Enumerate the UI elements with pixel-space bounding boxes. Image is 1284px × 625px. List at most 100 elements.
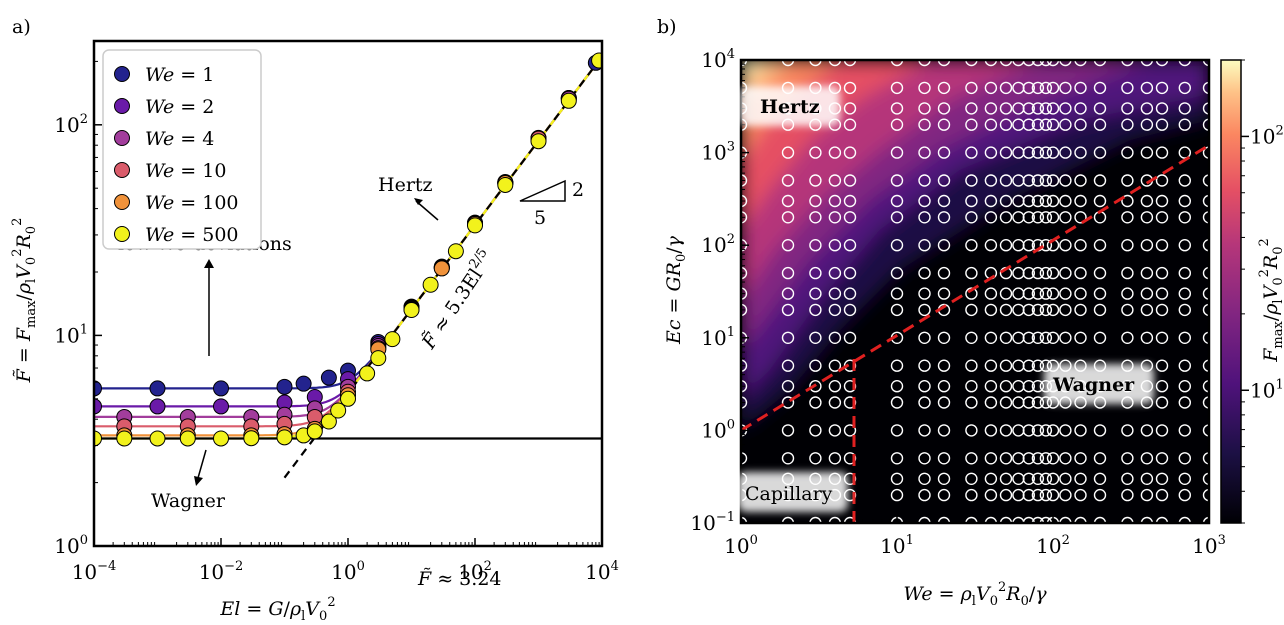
- simulation-point: [1121, 81, 1134, 95]
- simulation-point: [918, 424, 931, 437]
- region-capillary: Capillary: [738, 472, 848, 512]
- simulation-point: [843, 516, 857, 523]
- simulation-point: [1022, 396, 1036, 409]
- simulation-point: [937, 472, 951, 485]
- simulation-point: [1059, 102, 1072, 115]
- data-point-series-2: [213, 398, 229, 415]
- simulation-point: [937, 488, 951, 502]
- simulation-point: [1140, 60, 1154, 67]
- simulation-point: [1046, 303, 1060, 317]
- simulation-point: [1059, 516, 1072, 523]
- simulation-point: [741, 396, 748, 409]
- simulation-point: [1039, 118, 1053, 131]
- simulation-point: [1046, 266, 1060, 280]
- simulation-point: [1059, 118, 1072, 131]
- simulation-point: [809, 287, 822, 300]
- simulation-point: [890, 194, 904, 208]
- simulation-point: [741, 287, 748, 300]
- simulation-point: [984, 303, 998, 317]
- x-tick-label-a-3: 102: [458, 559, 492, 584]
- simulation-point: [937, 331, 951, 344]
- simulation-point: [781, 380, 795, 393]
- simulation-point: [1046, 118, 1060, 131]
- simulation-point: [937, 211, 951, 224]
- panel-a-plot-area: [94, 52, 602, 479]
- simulation-point: [1093, 81, 1107, 95]
- simulation-point: [1140, 424, 1154, 437]
- simulation-point: [937, 424, 951, 437]
- simulation-point: [999, 194, 1013, 208]
- simulation-point: [1031, 194, 1045, 208]
- simulation-point: [1155, 238, 1169, 252]
- simulation-point: [828, 303, 842, 317]
- simulation-point: [965, 452, 978, 465]
- simulation-point: [1178, 287, 1192, 300]
- simulation-point: [1074, 488, 1087, 502]
- simulation-point: [1074, 211, 1087, 224]
- simulation-point: [828, 452, 842, 465]
- colorbar-tick-label-1: 102: [1250, 123, 1284, 148]
- simulation-point: [1074, 472, 1087, 485]
- simulation-point: [1074, 60, 1087, 67]
- simulation-point: [1022, 81, 1036, 95]
- simulation-point: [843, 424, 857, 437]
- data-point-series-6: [403, 302, 420, 319]
- simulation-point: [1202, 488, 1209, 502]
- simulation-point: [937, 60, 951, 67]
- simulation-point: [1202, 359, 1209, 372]
- x-tick-label-a-0: 10−4: [72, 559, 117, 584]
- simulation-point: [1121, 211, 1134, 224]
- simulation-point: [741, 303, 748, 317]
- data-point-series-6: [243, 430, 260, 447]
- simulation-point: [890, 60, 904, 67]
- simulation-point: [965, 146, 978, 159]
- simulation-point: [1074, 146, 1087, 159]
- simulation-point: [999, 102, 1013, 115]
- simulation-point: [1039, 238, 1053, 252]
- simulation-point: [1093, 424, 1107, 437]
- simulation-point: [828, 146, 842, 159]
- region-hertz: Hertz: [740, 86, 840, 126]
- simulation-point: [999, 118, 1013, 131]
- simulation-point: [828, 396, 842, 409]
- data-point-series-6: [370, 350, 387, 367]
- simulation-point: [1039, 60, 1053, 67]
- simulation-point: [965, 424, 978, 437]
- colorbar: [1220, 59, 1242, 524]
- simulation-point: [1059, 194, 1072, 208]
- simulation-point: [1121, 266, 1134, 280]
- simulation-point: [1155, 452, 1169, 465]
- simulation-point: [1031, 380, 1045, 393]
- data-point-series-6: [276, 429, 293, 446]
- simulation-point: [984, 380, 998, 393]
- simulation-point: [1031, 359, 1045, 372]
- simulation-point: [809, 452, 822, 465]
- simulation-point: [1022, 331, 1036, 344]
- simulation-point: [1155, 287, 1169, 300]
- simulation-point: [890, 424, 904, 437]
- simulation-point: [1059, 174, 1072, 187]
- x-tick-label-a-1: 10−2: [199, 559, 244, 584]
- simulation-point: [965, 488, 978, 502]
- simulation-point: [1093, 118, 1107, 131]
- simulation-point: [1121, 424, 1134, 437]
- simulation-point: [918, 396, 931, 409]
- simulation-point: [1022, 146, 1036, 159]
- simulation-point: [890, 81, 904, 95]
- simulation-point: [1039, 452, 1053, 465]
- simulation-points: [741, 60, 1209, 523]
- data-point-series-6: [116, 430, 133, 447]
- simulation-point: [1093, 60, 1107, 67]
- simulation-point: [937, 102, 951, 115]
- simulation-point: [781, 146, 795, 159]
- data-point-series-1: [213, 380, 229, 397]
- simulation-point: [809, 424, 822, 437]
- simulation-point: [1031, 287, 1045, 300]
- simulation-point: [999, 516, 1013, 523]
- simulation-point: [1155, 488, 1169, 502]
- simulation-point: [984, 238, 998, 252]
- simulation-point: [1031, 452, 1045, 465]
- simulation-point: [843, 118, 857, 131]
- simulation-point: [937, 452, 951, 465]
- simulation-point: [1031, 472, 1045, 485]
